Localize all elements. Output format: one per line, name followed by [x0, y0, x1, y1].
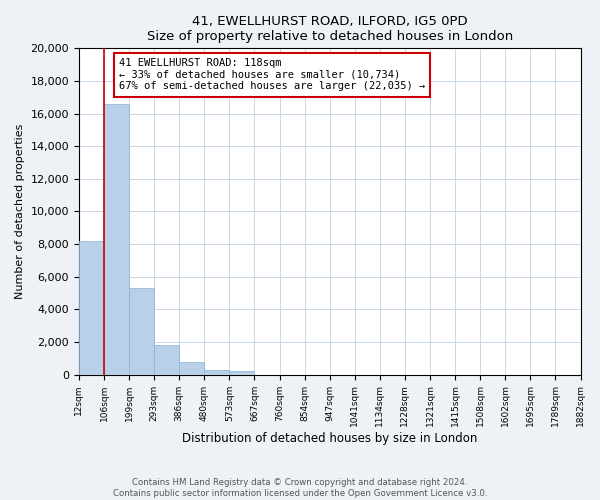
Title: 41, EWELLHURST ROAD, ILFORD, IG5 0PD
Size of property relative to detached house: 41, EWELLHURST ROAD, ILFORD, IG5 0PD Siz…: [146, 15, 513, 43]
Bar: [129, 288, 154, 374]
Text: Contains HM Land Registry data © Crown copyright and database right 2024.
Contai: Contains HM Land Registry data © Crown c…: [113, 478, 487, 498]
Bar: [229, 371, 254, 374]
Bar: [154, 345, 179, 374]
Text: 41 EWELLHURST ROAD: 118sqm
← 33% of detached houses are smaller (10,734)
67% of : 41 EWELLHURST ROAD: 118sqm ← 33% of deta…: [119, 58, 425, 92]
Y-axis label: Number of detached properties: Number of detached properties: [15, 124, 25, 299]
X-axis label: Distribution of detached houses by size in London: Distribution of detached houses by size …: [182, 432, 478, 445]
Bar: [179, 362, 205, 374]
Bar: [104, 104, 129, 374]
Bar: [79, 241, 104, 374]
Bar: [205, 370, 229, 374]
